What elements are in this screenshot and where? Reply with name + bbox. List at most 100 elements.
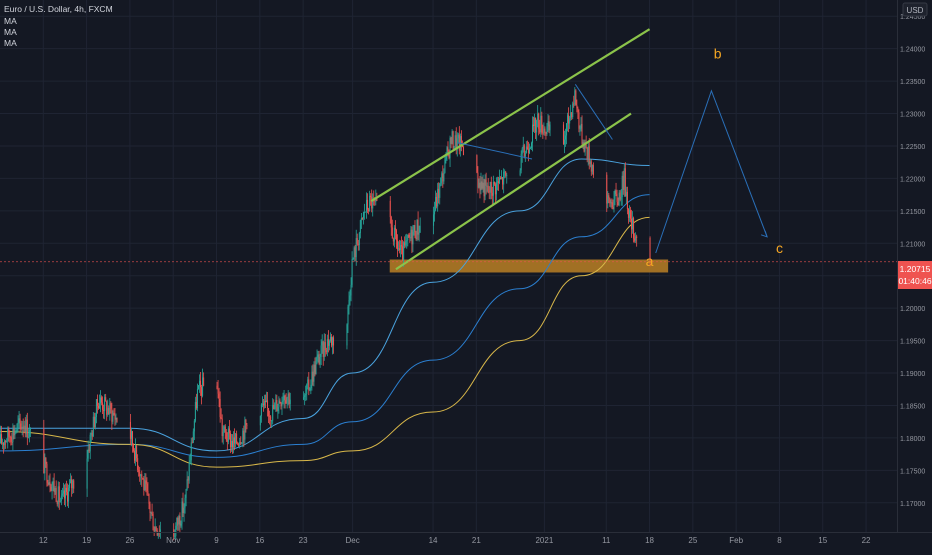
candle-body [519,170,521,176]
candle [488,186,490,200]
candle-body [352,259,354,260]
candle [442,165,444,188]
candle-body [271,420,273,422]
candle [240,436,242,446]
candle [621,171,623,206]
candle-body [413,225,415,232]
candle [304,393,306,406]
candle [264,394,266,408]
candle-body [7,428,9,441]
candle [9,430,11,443]
candle-body [632,218,634,230]
candle [284,394,286,409]
candle-body [330,336,332,346]
candle [319,353,321,368]
candle-body [129,421,131,439]
currency-badge[interactable] [902,2,928,17]
candle-body [479,182,481,191]
candle-body [10,437,12,442]
candle-body [547,121,549,127]
candle-body [17,422,19,424]
candle [316,349,318,365]
candle [24,417,26,438]
candle [592,162,594,178]
candle-body [327,339,329,346]
candle [401,236,403,255]
candle [147,482,149,496]
candle-body [649,237,651,260]
candle [479,175,481,199]
candle [533,116,535,132]
candle [407,234,409,247]
candle [109,398,111,421]
candle-body [285,400,287,404]
chart-title[interactable]: Euro / U.S. Dollar, 4h, FXCM [4,4,113,14]
candle [21,420,23,436]
candle [47,479,49,487]
candle-body [219,399,221,418]
candle [202,368,204,398]
time-tick-label: 23 [299,536,308,545]
candle-body [484,179,486,197]
candle [332,336,334,355]
candle [108,405,110,415]
candle [323,333,325,361]
candle-body [502,177,504,185]
candle-body [592,165,594,175]
candle-body [332,337,334,346]
candle [406,233,408,249]
candle [352,257,354,260]
candle-body [462,146,464,156]
legend-ma-1[interactable]: MA [4,16,17,26]
candle [116,417,118,423]
candle [242,428,244,448]
candle [586,147,588,163]
candle [114,408,116,426]
candle-body [104,397,106,412]
candle-body [217,388,219,394]
candle-body [131,431,133,446]
channel-line-1 [370,28,651,203]
candle-body [574,90,576,105]
candle-body [20,423,22,430]
candle-body [575,90,577,106]
candle-body [607,195,609,204]
candle [329,332,331,343]
candle-body [182,501,184,513]
time-tick-label: 11 [602,536,611,545]
candle-body [227,428,229,442]
candle [130,427,132,447]
candle-body [195,401,197,409]
candle-body [154,526,156,532]
candle [622,170,624,195]
candle-body [365,211,367,213]
candle [450,136,452,149]
candle [441,171,443,186]
legend-ma-3[interactable]: MA [4,38,17,48]
candle-body [486,185,488,187]
candle [138,465,140,477]
candle [50,483,52,492]
candle-body [193,420,195,432]
candle [221,414,223,443]
candle-body [105,397,107,402]
candle [499,169,501,185]
candle-body [241,443,243,444]
candle-body [571,112,573,118]
candle-body [620,196,622,200]
candle-body [69,483,71,488]
time-tick-label: 21 [472,536,481,545]
candle [191,437,193,444]
candle-body [72,480,74,489]
candle [87,440,89,462]
candle [260,403,262,423]
legend-ma-2[interactable]: MA [4,27,17,37]
candle [348,291,350,315]
candle [581,115,583,149]
price-tick-label: 1.24000 [900,47,925,54]
candle [145,473,147,493]
candle-body [25,419,27,434]
candle [225,429,227,442]
